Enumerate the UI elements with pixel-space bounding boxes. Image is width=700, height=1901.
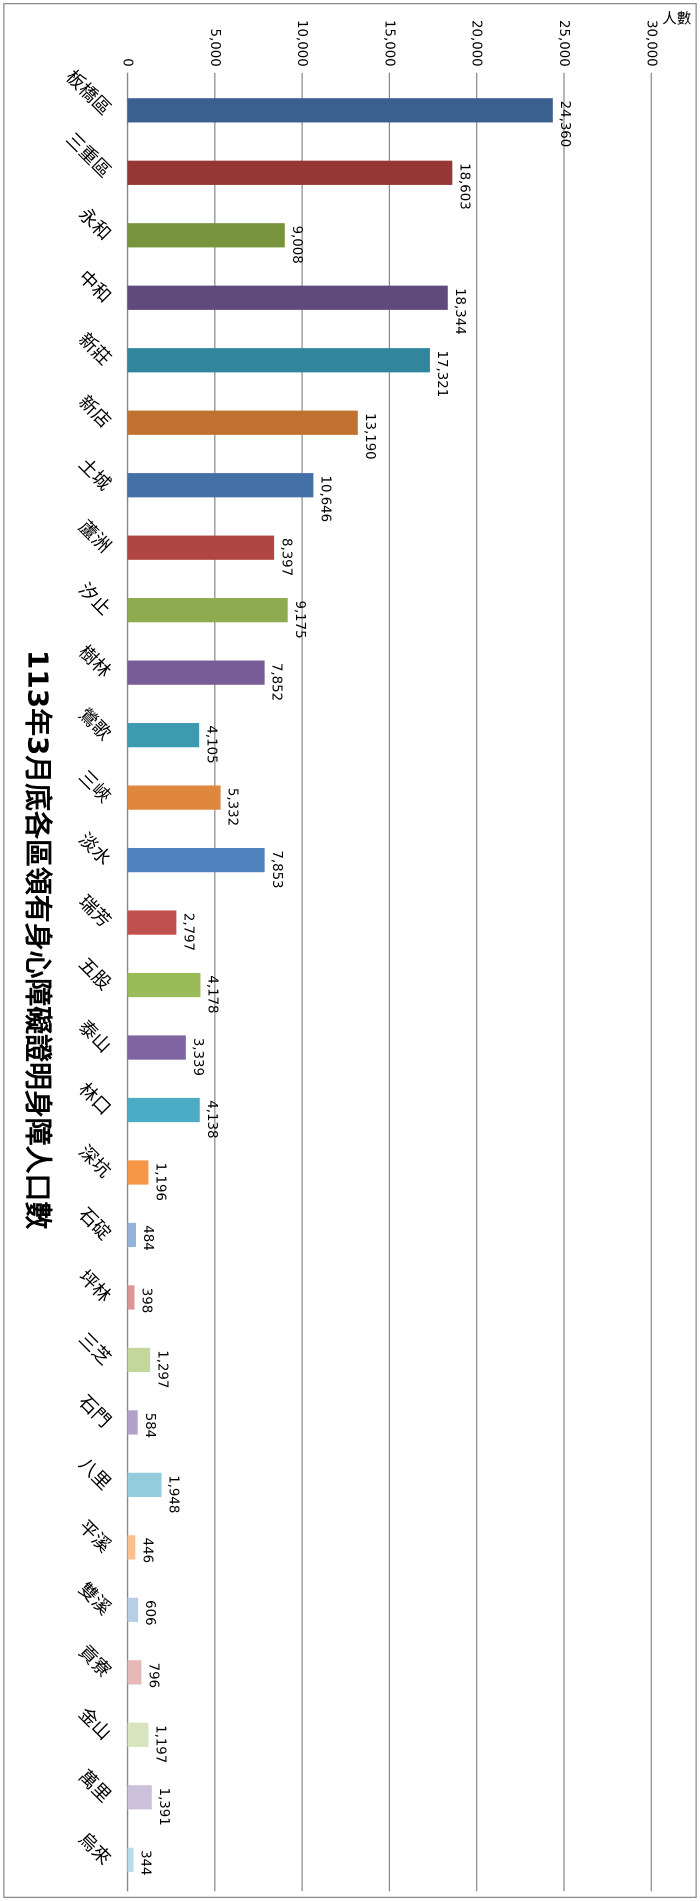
bar xyxy=(127,785,221,810)
bar xyxy=(127,598,288,623)
value-label: 1,391 xyxy=(156,1788,171,1826)
bar xyxy=(127,223,285,248)
value-label: 2,797 xyxy=(180,913,195,951)
bar xyxy=(127,1785,152,1810)
bar xyxy=(127,1535,136,1560)
value-label: 5,332 xyxy=(225,788,240,826)
y-tick-label: 20,000 xyxy=(469,20,484,67)
axis-label: 人數 xyxy=(662,10,692,27)
bar xyxy=(127,98,553,123)
value-label: 344 xyxy=(138,1850,153,1875)
value-label: 398 xyxy=(139,1288,154,1313)
value-label: 17,321 xyxy=(434,351,449,398)
value-label: 1,196 xyxy=(153,1163,168,1201)
value-label: 18,603 xyxy=(456,163,471,210)
bar xyxy=(127,348,430,373)
value-label: 3,339 xyxy=(190,1038,205,1076)
bar xyxy=(127,1160,149,1185)
bar xyxy=(127,285,448,310)
bar xyxy=(127,910,177,935)
value-label: 796 xyxy=(146,1663,161,1688)
bar xyxy=(127,723,200,748)
bar xyxy=(127,1722,149,1747)
value-label: 10,646 xyxy=(318,476,333,523)
value-label: 4,138 xyxy=(204,1100,219,1138)
y-tick-label: 25,000 xyxy=(556,20,571,67)
bar xyxy=(127,160,453,185)
bar xyxy=(127,1035,186,1060)
value-label: 9,175 xyxy=(292,600,307,638)
bar xyxy=(127,535,275,560)
y-tick-label: 10,000 xyxy=(294,20,309,67)
value-label: 7,852 xyxy=(269,663,284,701)
bar xyxy=(127,1222,136,1248)
chart-frame xyxy=(3,3,697,1898)
bar xyxy=(127,1410,138,1435)
bar xyxy=(127,972,201,998)
value-label: 7,853 xyxy=(269,850,284,888)
value-label: 1,197 xyxy=(153,1725,168,1763)
bar xyxy=(127,1097,200,1123)
value-label: 606 xyxy=(142,1600,157,1625)
value-label: 24,360 xyxy=(557,101,572,148)
y-tick-label: 15,000 xyxy=(381,20,396,67)
value-label: 13,190 xyxy=(362,413,377,460)
bar xyxy=(127,410,358,435)
value-label: 4,105 xyxy=(203,725,218,763)
value-label: 8,397 xyxy=(278,538,293,576)
bar xyxy=(127,1660,142,1685)
value-label: 18,344 xyxy=(452,288,467,335)
bar xyxy=(127,1347,151,1373)
value-label: 1,948 xyxy=(166,1475,181,1513)
value-label: 9,008 xyxy=(289,226,304,264)
value-label: 4,178 xyxy=(205,975,220,1013)
y-tick-label: 30,000 xyxy=(643,20,658,67)
y-tick-label: 5,000 xyxy=(207,29,222,67)
value-label: 446 xyxy=(139,1538,154,1563)
bar xyxy=(127,1285,135,1310)
bar xyxy=(127,1847,134,1872)
value-label: 584 xyxy=(142,1413,157,1438)
bar xyxy=(127,847,265,873)
y-tick-label: 0 xyxy=(120,58,135,66)
bar xyxy=(127,1597,139,1622)
bar xyxy=(127,473,314,498)
value-label: 1,297 xyxy=(154,1350,169,1388)
bar xyxy=(127,1472,162,1498)
chart-title: 113年3月底各區領有身心障礙證明身障人口數 xyxy=(22,650,55,1229)
value-label: 484 xyxy=(140,1225,155,1250)
bar xyxy=(127,660,265,685)
